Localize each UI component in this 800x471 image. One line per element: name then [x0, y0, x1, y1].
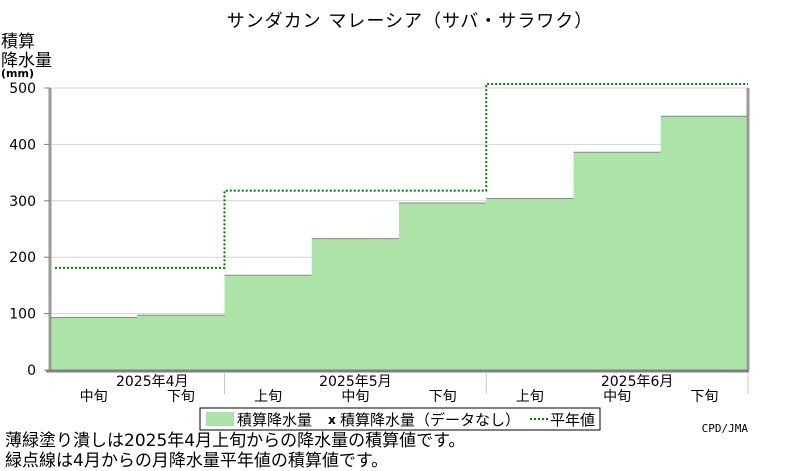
credit-label: CPD/JMA: [702, 422, 749, 435]
legend-label-fill: 積算降水量: [237, 411, 312, 429]
x-dekad-label: 上旬: [516, 389, 544, 405]
cumulative-bar: [50, 317, 138, 370]
x-dekad-label: 中旬: [341, 389, 369, 405]
cumulative-bar: [399, 203, 487, 370]
axes: [44, 87, 750, 373]
x-month-label: 2025年4月: [116, 374, 189, 390]
legend-label-missing: 積算降水量（データなし）: [340, 411, 520, 429]
x-month-label: 2025年6月: [601, 374, 674, 390]
cumulative-precip-series: [50, 115, 749, 370]
x-dekad-label: 中旬: [603, 389, 631, 405]
cumulative-bar: [311, 238, 400, 370]
normal-series: [55, 83, 748, 269]
x-dekad-label: 下旬: [429, 389, 457, 405]
cumulative-bar: [137, 315, 225, 370]
legend-swatch-fill: [206, 412, 234, 426]
y-tick-label: 200: [9, 250, 36, 266]
y-tick-label: 0: [27, 363, 36, 379]
y-axis-label-line: 積算: [1, 32, 35, 52]
y-tick-labels: 0 100 200 300 400 500: [9, 81, 36, 379]
y-tick-label: 400: [9, 137, 36, 153]
x-dekad-label: 上旬: [254, 389, 282, 405]
normal-line: [55, 83, 748, 269]
legend: 積算降水量 x 積算降水量（データなし） 平年値: [199, 407, 601, 431]
legend-box: [199, 407, 601, 431]
x-dekad-label: 下旬: [690, 389, 718, 405]
x-dekad-label: 下旬: [167, 389, 195, 405]
cumulative-bar: [224, 275, 313, 370]
chart-title: サンダカン マレーシア（サバ・サラワク）: [227, 11, 594, 32]
x-month-label: 2025年5月: [319, 374, 392, 390]
y-axis-label-line: (mm): [1, 67, 34, 80]
note-fill: 薄緑塗り潰しは2025年4月上旬からの降水量の積算値です。: [5, 431, 466, 451]
note-dotted: 緑点線は4月からの月降水量平年値の積算値です。: [5, 451, 389, 471]
cumulative-bar: [573, 152, 662, 370]
legend-label-dotted: 平年値: [550, 411, 595, 429]
y-tick-label: 500: [9, 81, 36, 97]
cumulative-bar: [660, 116, 749, 370]
x-dekad-label: 中旬: [80, 389, 108, 405]
cumulative-bar: [486, 198, 574, 370]
y-tick-label: 100: [9, 307, 36, 323]
y-axis-label: 積算降水量(mm): [1, 32, 52, 80]
y-tick-label: 300: [9, 194, 36, 210]
y-axis-label-line: 降水量: [1, 51, 52, 71]
legend-missing-marker: x: [328, 413, 336, 427]
